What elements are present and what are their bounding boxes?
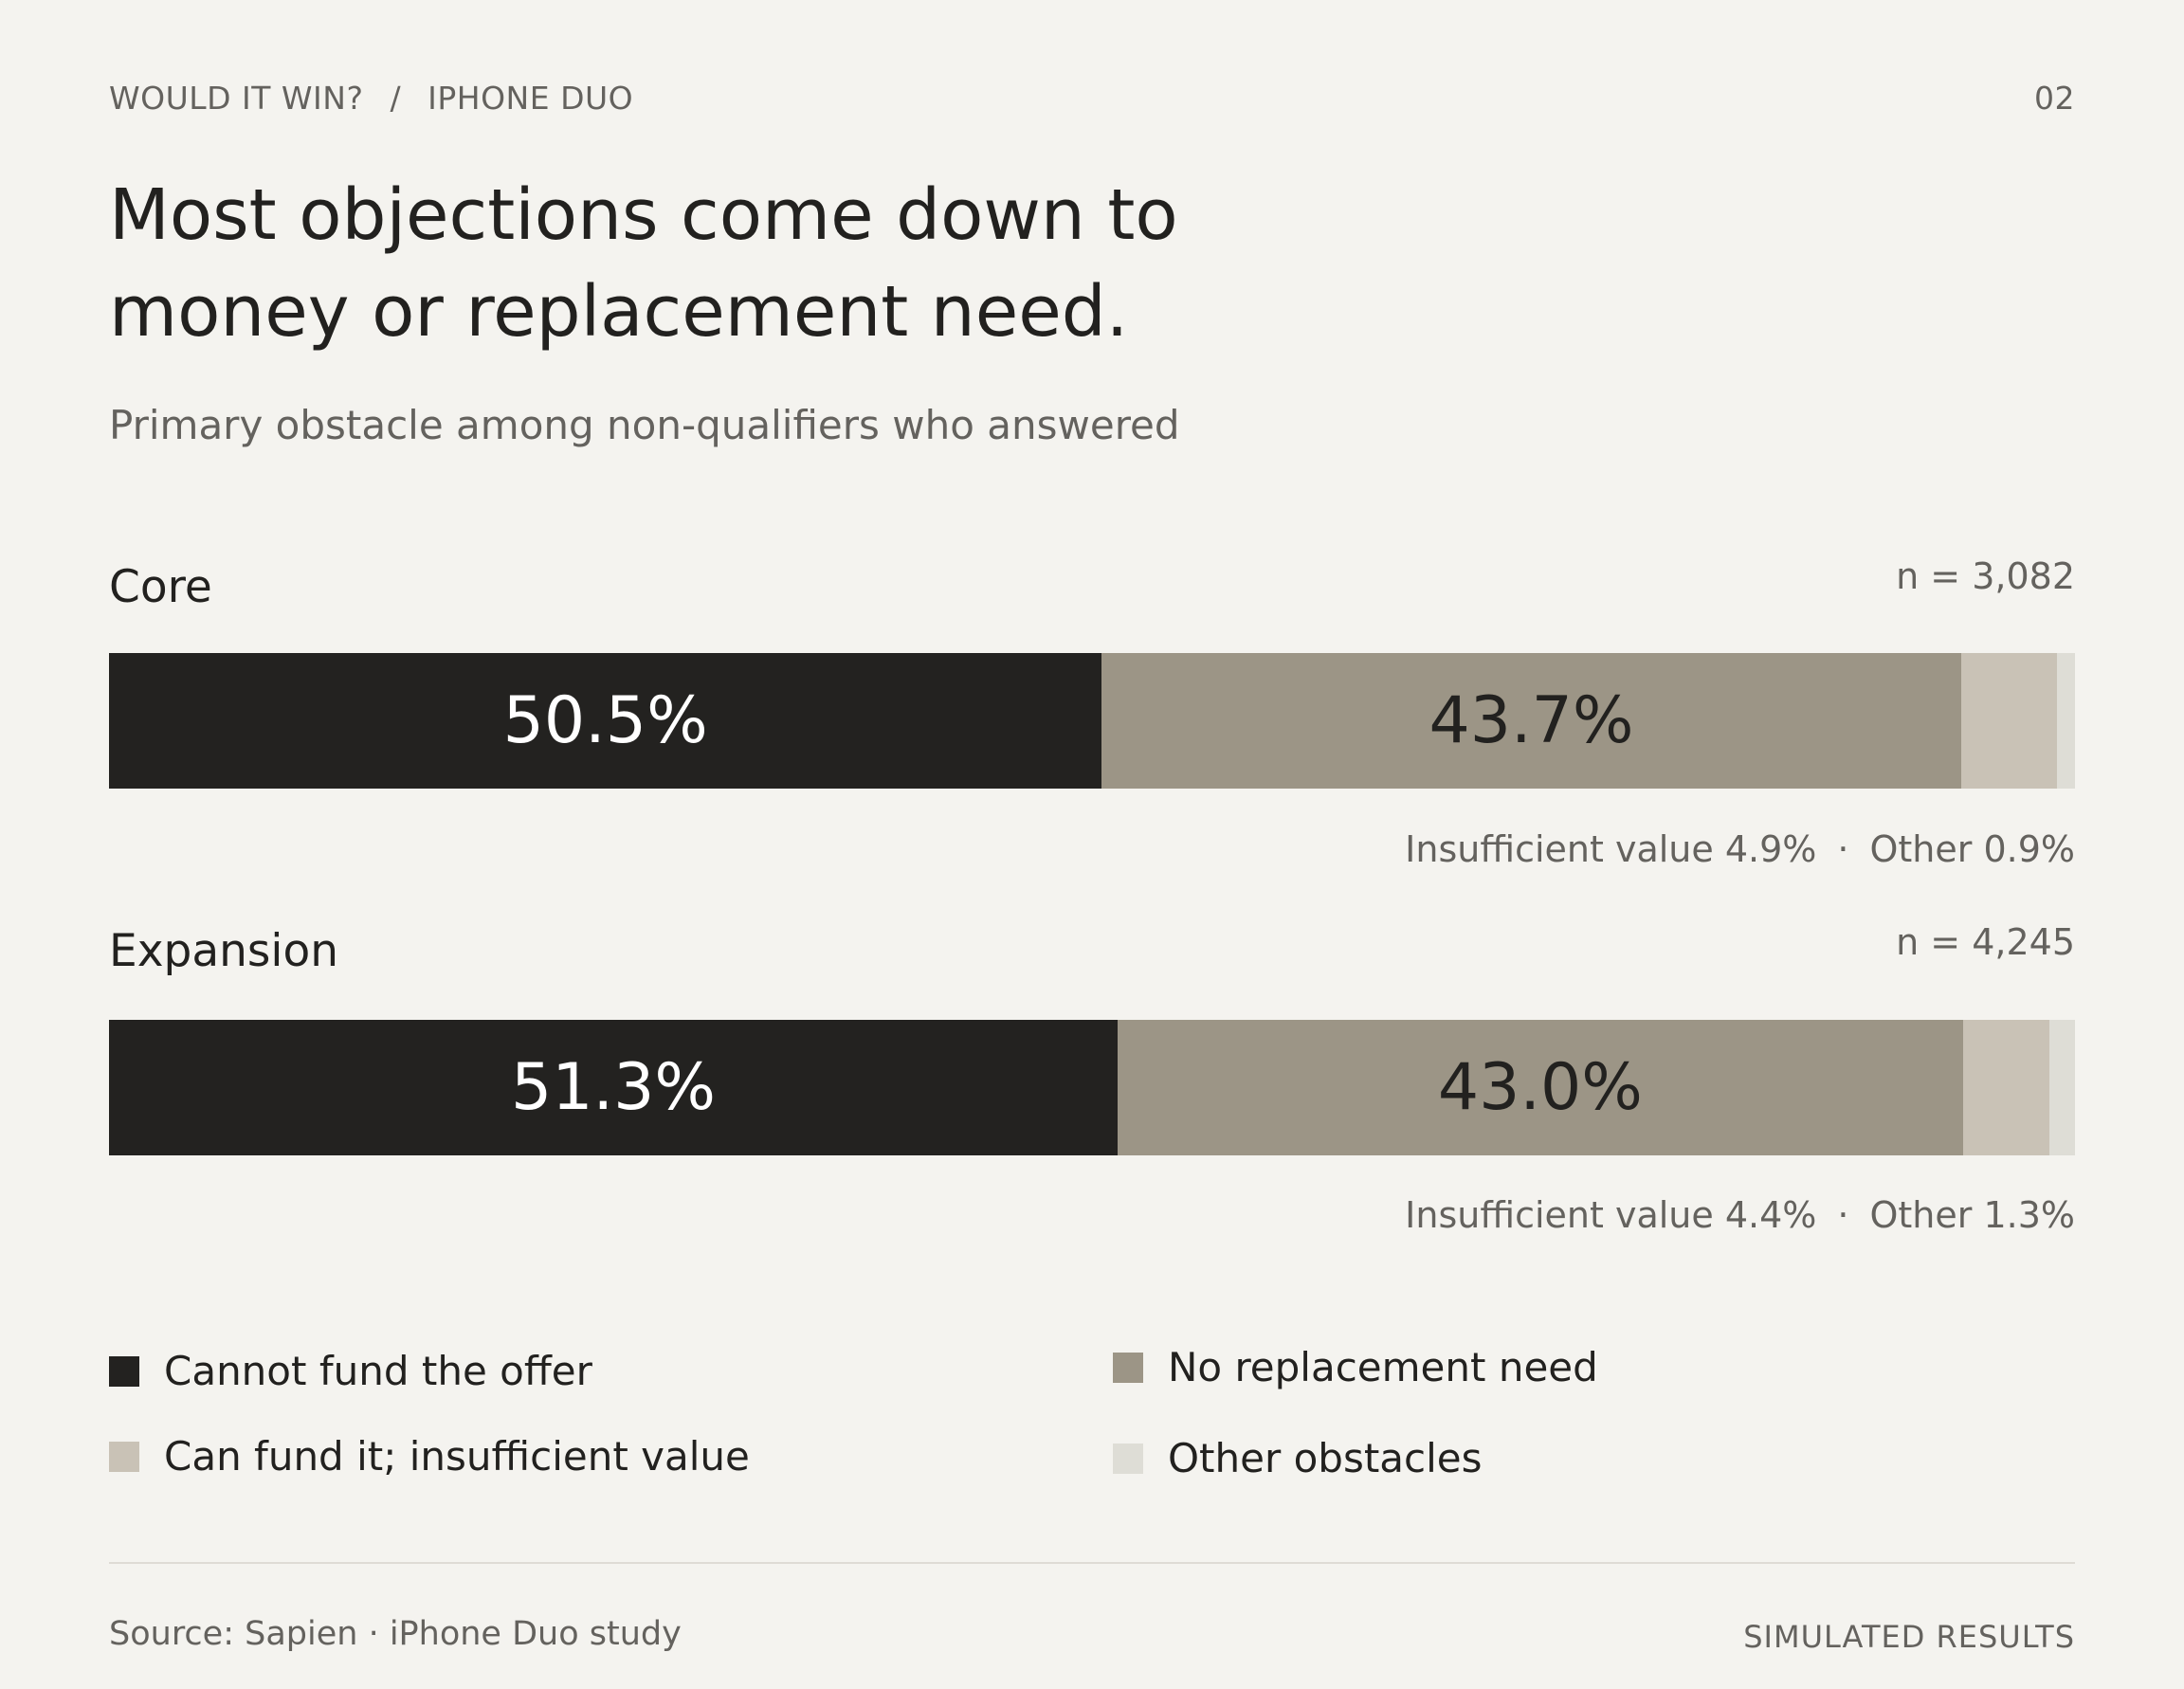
- note-insufficient-value: Insufficient value 4.4%: [1405, 1194, 1817, 1236]
- note-separator: ·: [1837, 828, 1849, 870]
- note-other: Other 0.9%: [1869, 828, 2075, 870]
- page-number: 02: [2034, 80, 2075, 117]
- stacked-bar-core: 50.5% 43.7%: [109, 653, 2075, 789]
- legend-item-no-replacement: No replacement need: [1113, 1344, 1598, 1390]
- minor-segments-note-core: Insufficient value 4.9% · Other 0.9%: [1405, 828, 2075, 870]
- footer-divider: [109, 1562, 2075, 1564]
- legend-swatch-cannot-fund: [109, 1355, 139, 1387]
- legend-swatch-no-replacement: [1113, 1352, 1143, 1383]
- bar-segment-cannot-fund: 50.5%: [109, 653, 1102, 789]
- simulated-results-tag: SIMULATED RESULTS: [1743, 1619, 2075, 1655]
- note-other: Other 1.3%: [1869, 1194, 2075, 1236]
- sample-size-expansion: n = 4,245: [1896, 921, 2075, 963]
- legend-label-no-replacement: No replacement need: [1168, 1344, 1598, 1390]
- bar-segment-cannot-fund: 51.3%: [109, 1020, 1118, 1155]
- legend-label-cannot-fund: Cannot fund the offer: [164, 1348, 592, 1394]
- segment-label-no-replacement: 43.7%: [1429, 683, 1634, 758]
- bar-segment-other: [2049, 1020, 2075, 1155]
- legend-item-insufficient-value: Can fund it; insufficient value: [109, 1433, 750, 1480]
- note-separator: ·: [1837, 1194, 1849, 1236]
- legend-item-cannot-fund: Cannot fund the offer: [109, 1348, 592, 1394]
- source-note: Source: Sapien · iPhone Duo study: [109, 1615, 682, 1653]
- breadcrumb-section: WOULD IT WIN?: [109, 80, 364, 117]
- bar-segment-other: [2057, 653, 2075, 789]
- bar-segment-no-replacement: 43.7%: [1101, 653, 1961, 789]
- sample-size-core: n = 3,082: [1896, 555, 2075, 597]
- breadcrumb-separator: /: [390, 80, 402, 117]
- legend-swatch-insufficient-value: [109, 1441, 139, 1472]
- bar-segment-insufficient-value: [1960, 653, 2058, 789]
- segment-label-cannot-fund: 51.3%: [510, 1050, 716, 1125]
- page-title: Most objections come down to money or re…: [109, 167, 1531, 360]
- title-line-2: money or replacement need.: [109, 271, 1129, 353]
- note-insufficient-value: Insufficient value 4.9%: [1405, 828, 1817, 870]
- segment-label-cannot-fund: 50.5%: [502, 683, 708, 758]
- legend-label-insufficient-value: Can fund it; insufficient value: [164, 1433, 750, 1480]
- bar-segment-insufficient-value: [1962, 1020, 2050, 1155]
- group-label-expansion: Expansion: [109, 925, 339, 977]
- title-line-1: Most objections come down to: [109, 174, 1178, 256]
- minor-segments-note-expansion: Insufficient value 4.4% · Other 1.3%: [1405, 1194, 2075, 1236]
- segment-label-no-replacement: 43.0%: [1437, 1050, 1643, 1125]
- legend-item-other: Other obstacles: [1113, 1435, 1483, 1481]
- chart-subtitle: Primary obstacle among non-qualifiers wh…: [109, 402, 1180, 448]
- legend-swatch-other: [1113, 1443, 1143, 1474]
- legend-label-other: Other obstacles: [1168, 1435, 1483, 1481]
- breadcrumb-page: IPHONE DUO: [428, 80, 634, 117]
- stacked-bar-expansion: 51.3% 43.0%: [109, 1020, 2075, 1155]
- breadcrumb: WOULD IT WIN? / IPHONE DUO: [109, 80, 633, 117]
- header-bar: WOULD IT WIN? / IPHONE DUO 02: [109, 80, 2075, 121]
- bar-segment-no-replacement: 43.0%: [1117, 1020, 1963, 1155]
- group-label-core: Core: [109, 561, 212, 613]
